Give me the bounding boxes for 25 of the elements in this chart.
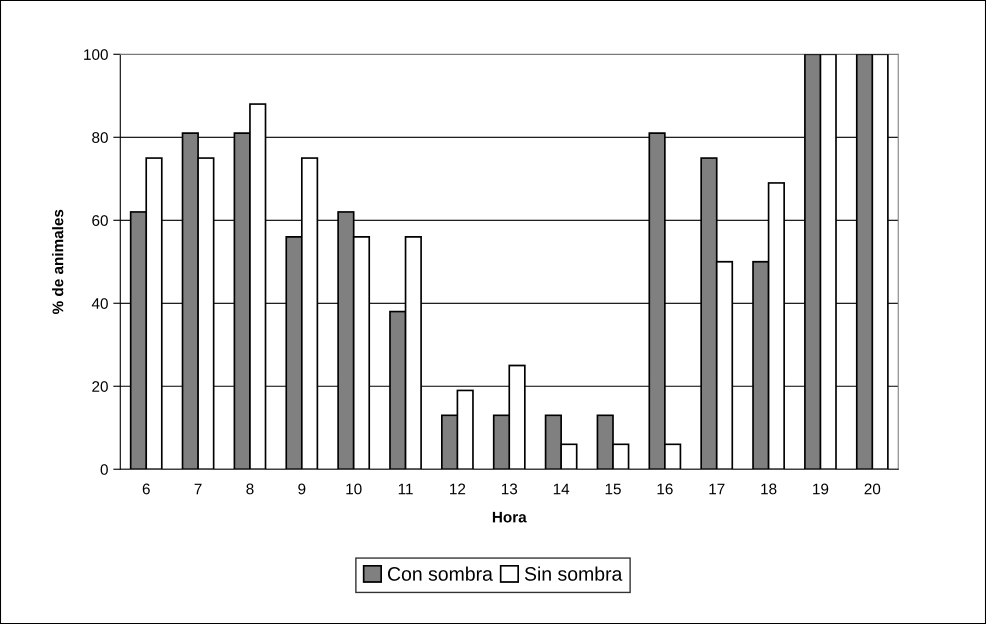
x-tick-label: 11 (398, 484, 413, 494)
y-tick-label: 100 (84, 49, 108, 60)
x-tick-label: 8 (246, 484, 254, 494)
y-tick-label: 60 (92, 215, 108, 226)
y-tick-label: 40 (92, 298, 108, 309)
x-tick-label: 20 (864, 484, 880, 494)
x-tick-label: 9 (298, 484, 306, 494)
x-tick-label: 18 (761, 484, 776, 494)
x-tick-label: 12 (450, 484, 466, 494)
x-tick-label: 6 (142, 484, 150, 494)
y-axis-title: % de animales (52, 210, 64, 314)
x-tick-label: 13 (502, 484, 518, 494)
y-tick-label: 0 (100, 464, 108, 475)
x-tick-label: 16 (658, 484, 673, 494)
legend-label: Con sombra (388, 566, 493, 581)
x-axis-title: Hora (492, 512, 527, 522)
x-tick-label: 10 (346, 484, 362, 494)
x-tick-label: 15 (606, 484, 621, 494)
x-tick-label: 17 (709, 484, 724, 494)
x-tick-label: 19 (813, 484, 828, 494)
x-tick-label: 7 (194, 484, 202, 494)
x-tick-label: 14 (554, 484, 570, 494)
y-tick-label: 80 (92, 132, 108, 143)
y-tick-label: 20 (92, 381, 108, 392)
legend-label: Sin sombra (524, 566, 622, 581)
